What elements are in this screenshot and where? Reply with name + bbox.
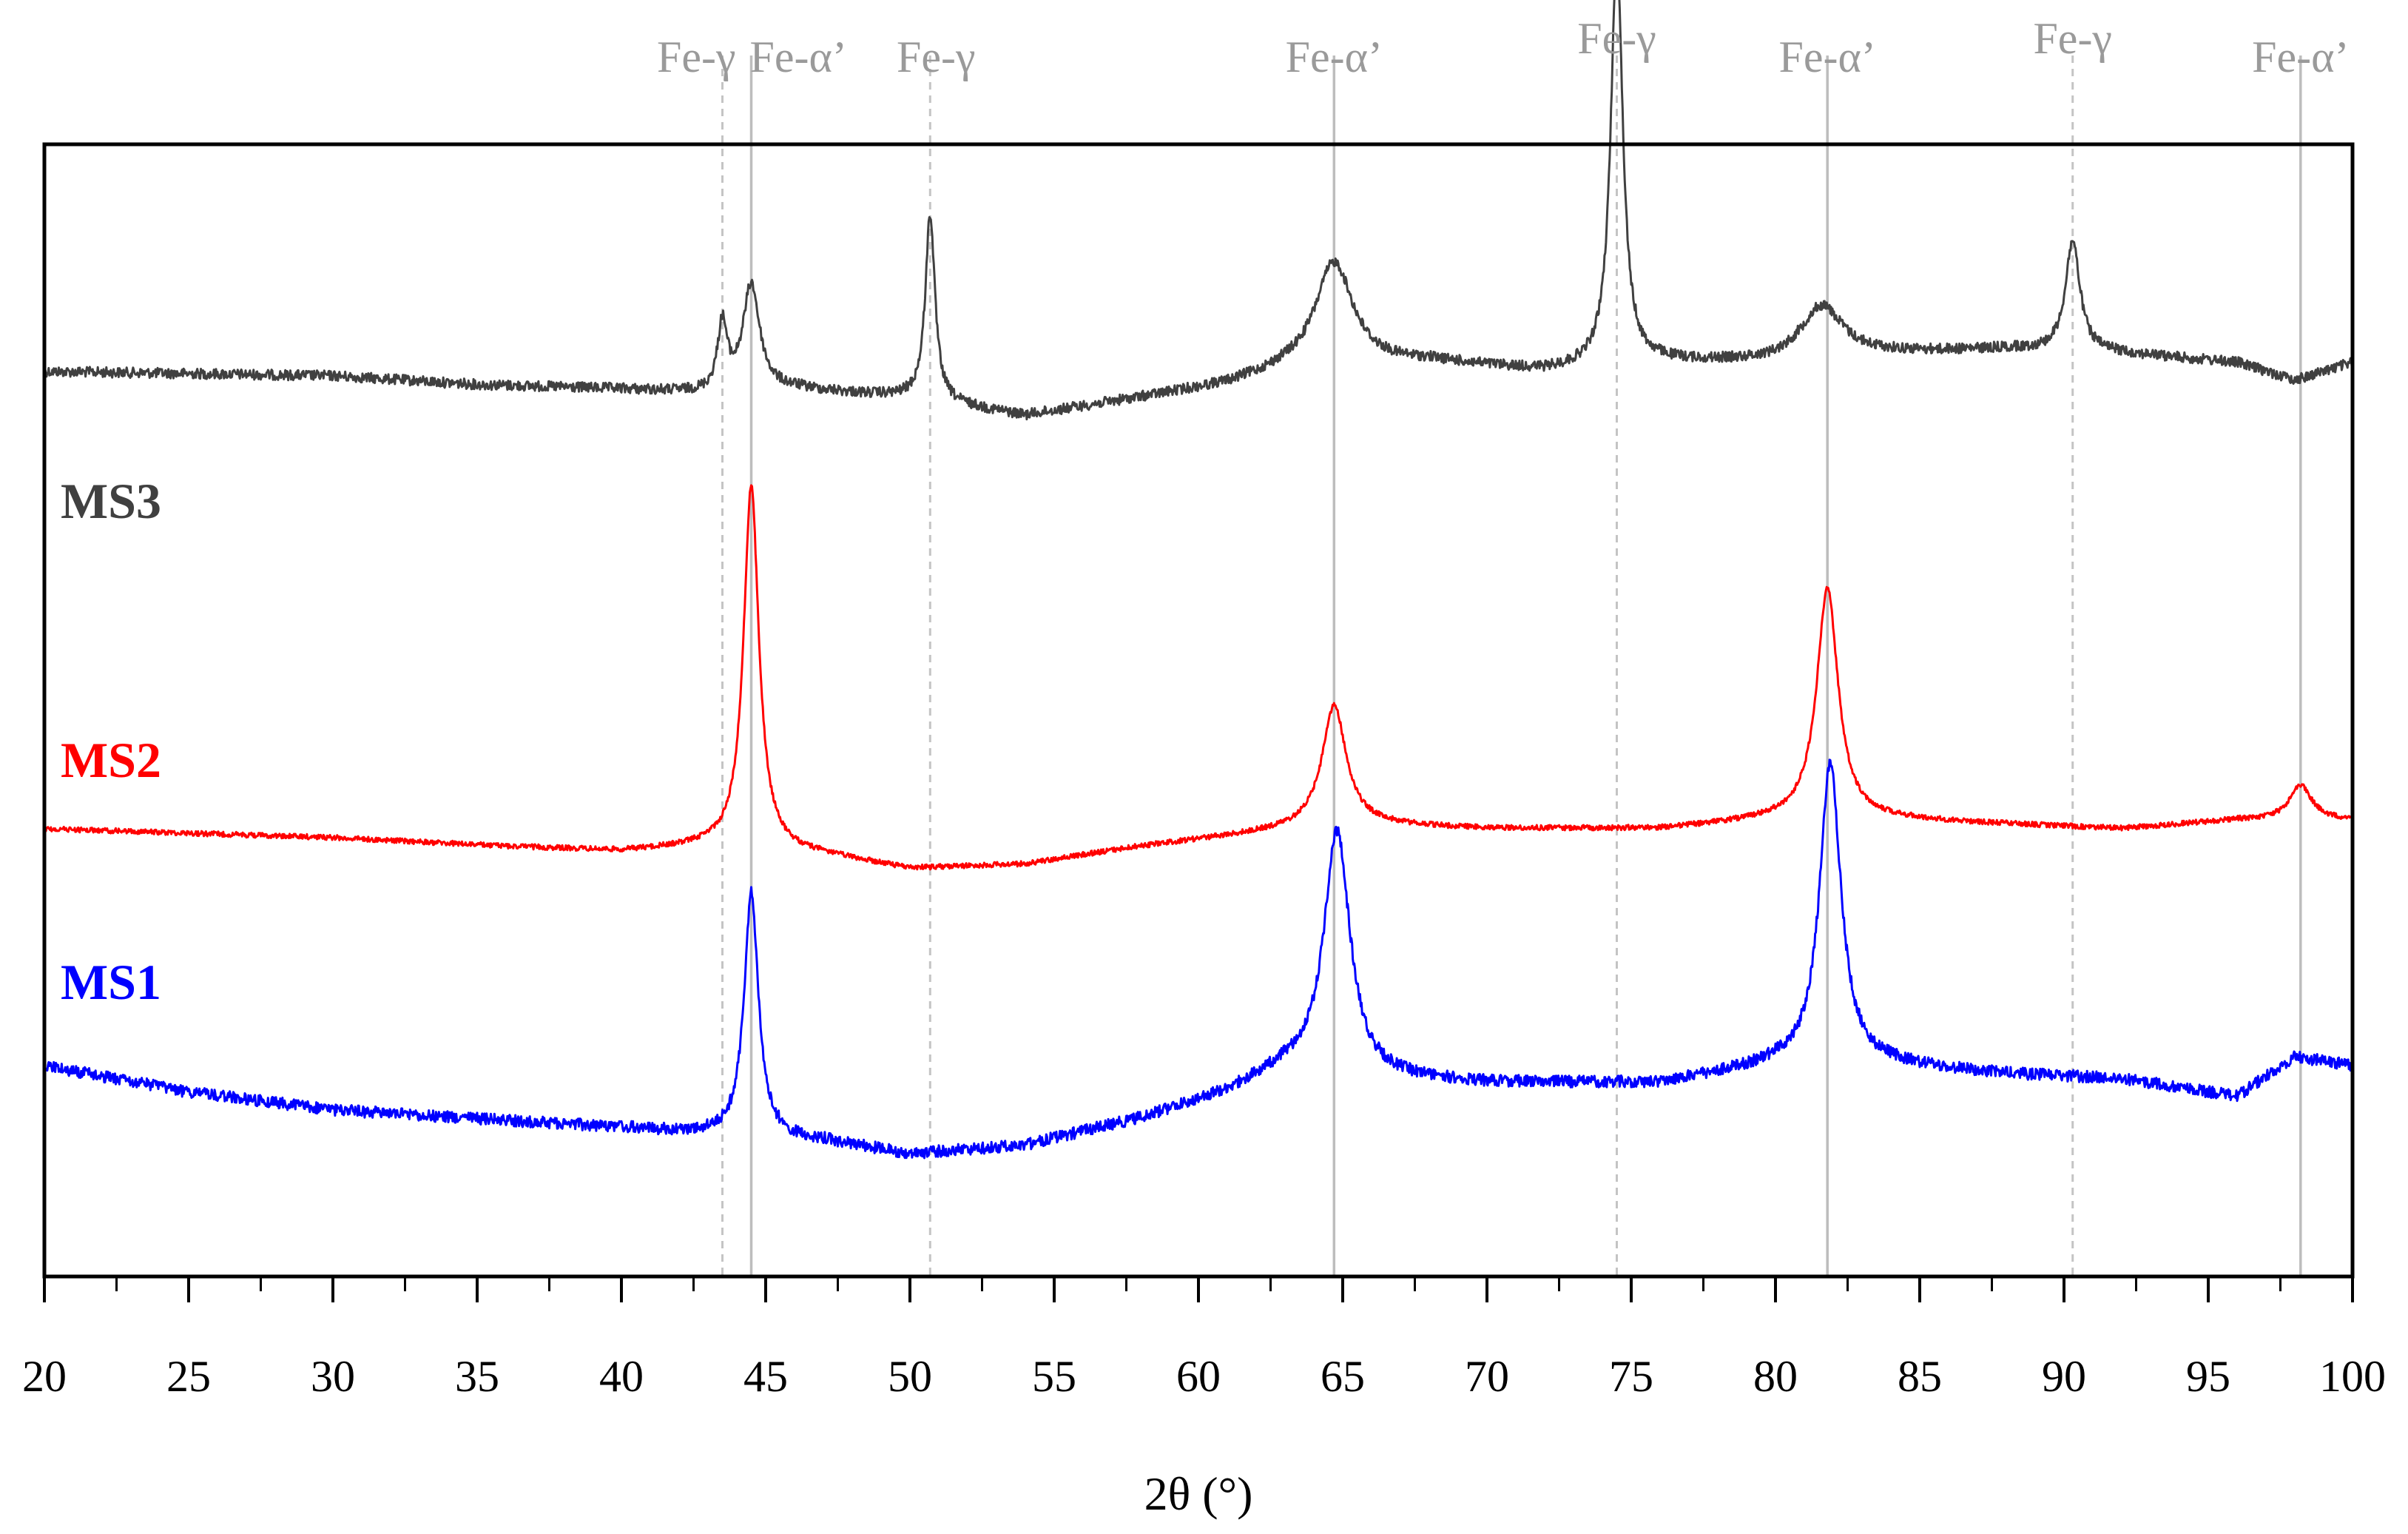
x-tick-label: 55 (1032, 1352, 1076, 1401)
series-traces (43, 0, 2354, 1160)
x-tick-label: 50 (888, 1352, 932, 1401)
x-tick-label: 80 (1753, 1352, 1798, 1401)
series-line-ms1 (43, 758, 2354, 1160)
x-tick-label: 65 (1321, 1352, 1365, 1401)
x-tick-label: 25 (166, 1352, 211, 1401)
peak-label: Fe-α’ (1286, 33, 1383, 81)
x-tick-label: 100 (2319, 1352, 2386, 1401)
series-labels: MS3 MS2 MS1 (61, 473, 161, 1010)
peak-label: Fe-α’ (750, 33, 847, 81)
series-line-ms2 (43, 484, 2354, 871)
peak-label: Fe-γ (897, 33, 976, 81)
x-tick-label: 45 (743, 1352, 788, 1401)
x-axis: 20 25 30 35 40 45 50 55 60 65 70 75 80 85 90 95 100 (22, 1276, 2386, 1401)
peak-label: Fe-γ (1577, 14, 1656, 63)
x-tick-label: 40 (599, 1352, 644, 1401)
peak-label: Fe-γ (2033, 14, 2112, 63)
peak-label: Fe-γ (657, 33, 736, 81)
peak-labels: Fe-γ Fe-α’ Fe-γ Fe-α’ Fe-γ Fe-α’ Fe-γ Fe-α’ (657, 14, 2350, 81)
series-label-ms1: MS1 (61, 954, 161, 1010)
series-label-ms2: MS2 (61, 732, 161, 788)
x-tick-label: 35 (455, 1352, 499, 1401)
x-tick-label: 85 (1898, 1352, 1942, 1401)
x-tick-label: 30 (311, 1352, 355, 1401)
x-tick-label: 70 (1465, 1352, 1509, 1401)
peak-label: Fe-α’ (2252, 33, 2349, 81)
series-label-ms3: MS3 (61, 473, 161, 529)
x-tick-label: 60 (1176, 1352, 1221, 1401)
series-line-ms3 (43, 0, 2354, 421)
x-tick-label: 75 (1609, 1352, 1653, 1401)
x-tick-label: 90 (2042, 1352, 2086, 1401)
x-tick-label: 20 (22, 1352, 67, 1401)
plot-frame (42, 142, 2355, 1279)
x-tick-label: 95 (2186, 1352, 2230, 1401)
x-axis-title: 2θ (°) (1144, 1467, 1253, 1520)
peak-label: Fe-α’ (1778, 33, 1875, 81)
reference-lines (721, 55, 2302, 1276)
